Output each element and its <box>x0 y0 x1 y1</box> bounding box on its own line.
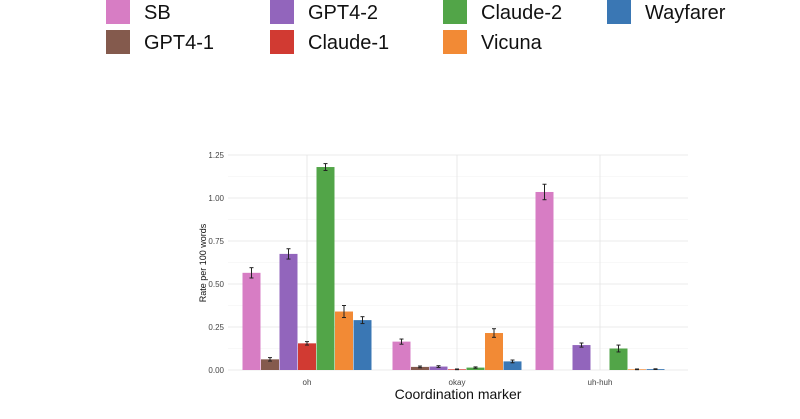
bar-sb-uh-huh <box>535 191 554 370</box>
bar-gpt4-2-uh-huh <box>572 345 591 370</box>
bar-claude-1-oh <box>298 343 316 370</box>
error-bar-wayfarer-okay <box>510 359 515 364</box>
legend-label: Vicuna <box>481 32 543 54</box>
error-bar-vicuna-okay <box>492 328 496 338</box>
error-bar-gpt4-1-oh <box>268 357 272 362</box>
error-bars <box>249 163 658 371</box>
bar-sb-oh <box>242 272 261 370</box>
error-bar-claude-2-uh-huh <box>616 344 621 353</box>
error-bar-gpt4-2-uh-huh <box>579 342 584 348</box>
bar-gpt4-1-oh <box>261 359 279 370</box>
legend-label: GPT4-1 <box>144 32 214 54</box>
y-tick-label: 0.50 <box>208 280 224 289</box>
legend-item-claude-2: Claude-2 <box>443 0 562 24</box>
bar-gpt4-1-okay <box>411 366 429 370</box>
x-tick-label: okay <box>449 378 466 387</box>
legend-item-wayfarer: Wayfarer <box>607 0 726 24</box>
error-bar-wayfarer-uh-huh <box>653 368 658 370</box>
legend-label: SB <box>144 2 171 24</box>
legend-item-gpt4-2: GPT4-2 <box>270 0 378 24</box>
error-bar-gpt4-2-okay <box>436 365 441 368</box>
bar-gpt4-2-okay <box>429 366 448 370</box>
error-bar-gpt4-2-oh <box>286 248 291 260</box>
x-axis-title: Coordination marker <box>395 386 522 402</box>
x-axis-ticks: oh okay uh-huh <box>303 378 613 387</box>
bar-gpt4-2-oh <box>279 253 298 370</box>
y-tick-label: 0.00 <box>208 366 224 375</box>
error-bar-wayfarer-oh <box>360 316 365 325</box>
x-tick-label: oh <box>303 378 312 387</box>
error-bar-sb-okay <box>399 338 404 345</box>
legend-label: GPT4-2 <box>308 2 378 24</box>
bar-vicuna-oh <box>335 311 353 370</box>
error-bar-vicuna-oh <box>342 305 346 319</box>
bar-wayfarer-okay <box>503 361 522 370</box>
bar-claude-2-uh-huh <box>609 348 628 370</box>
legend-label: Wayfarer <box>645 2 726 24</box>
y-axis-title: Rate per 100 words <box>198 223 208 302</box>
legend-swatch <box>106 0 130 24</box>
bar-sb-okay <box>392 341 411 370</box>
legend-swatch <box>443 0 467 24</box>
bar-wayfarer-oh <box>353 320 372 370</box>
legend-label: Claude-2 <box>481 2 562 24</box>
error-bar-gpt4-1-okay <box>418 365 422 369</box>
y-tick-label: 0.75 <box>208 237 224 246</box>
legend-swatch <box>270 0 294 24</box>
error-bar-claude-1-okay <box>455 368 459 371</box>
legend-swatch <box>607 0 631 24</box>
error-bar-claude-2-okay <box>473 366 478 369</box>
bar-claude-2-okay <box>466 367 485 370</box>
legend: SB GPT4-2 Claude-2 Wayfarer GPT4-1 Claude-1 Vi… <box>106 0 726 54</box>
gridlines <box>228 154 688 371</box>
bar-vicuna-okay <box>485 333 503 370</box>
legend-swatch <box>106 30 130 54</box>
legend-swatch <box>270 30 294 54</box>
error-bar-sb-uh-huh <box>542 183 547 201</box>
y-axis-ticks: 0.00 0.25 0.50 0.75 1.00 1.25 <box>208 151 224 375</box>
error-bar-claude-1-oh <box>305 341 309 346</box>
y-tick-label: 1.00 <box>208 194 224 203</box>
y-tick-label: 0.25 <box>208 323 224 332</box>
legend-item-sb: SB <box>106 0 171 24</box>
y-tick-label: 1.25 <box>208 151 224 160</box>
x-tick-label: uh-huh <box>588 378 613 387</box>
error-bar-vicuna-uh-huh <box>635 368 639 371</box>
error-bar-sb-oh <box>249 267 254 279</box>
bars <box>242 167 665 370</box>
error-bar-claude-2-oh <box>323 163 328 171</box>
legend-item-claude-1: Claude-1 <box>270 30 389 54</box>
legend-label: Claude-1 <box>308 32 389 54</box>
bar-claude-2-oh <box>316 167 335 370</box>
legend-swatch <box>443 30 467 54</box>
legend-item-vicuna: Vicuna <box>443 30 543 54</box>
legend-item-gpt4-1: GPT4-1 <box>106 30 214 54</box>
